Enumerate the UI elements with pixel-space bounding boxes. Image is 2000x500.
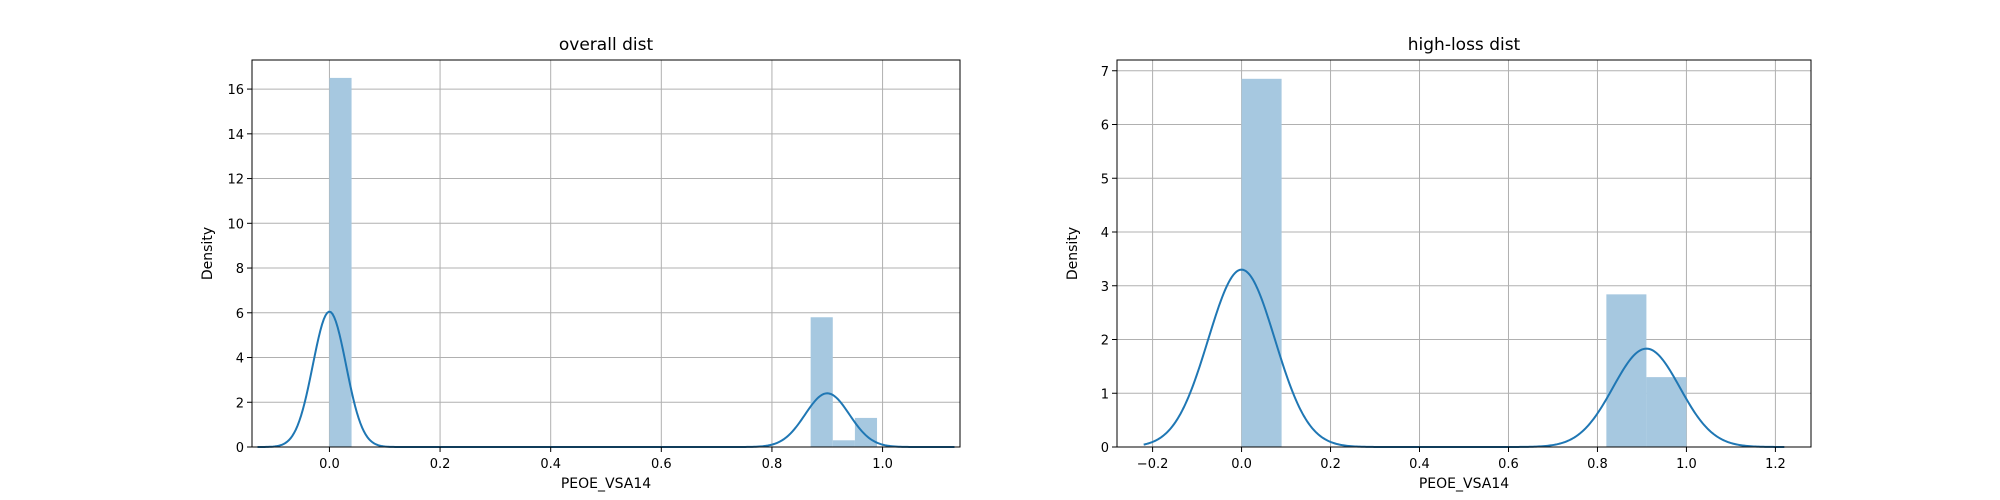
y-tick-labels: 0 1 2 3 4 5 6 7 xyxy=(1101,65,1109,456)
kde-curve xyxy=(1143,268,1785,448)
y-tick-label: 5 xyxy=(1101,172,1109,187)
x-tick-labels: −0.2 0.0 0.2 0.4 0.6 0.8 1.0 1.2 xyxy=(1137,457,1786,472)
grid-lines xyxy=(1117,60,1811,448)
x-tick-label: 0.6 xyxy=(1498,457,1519,472)
y-tick-label: 4 xyxy=(1101,226,1109,241)
histogram-bars xyxy=(1241,78,1687,447)
y-tick-label: 10 xyxy=(227,217,244,232)
y-tick-label: 16 xyxy=(227,83,244,98)
x-tick-label: 1.0 xyxy=(872,457,893,472)
kde-curve xyxy=(257,310,955,448)
y-tick-label: 6 xyxy=(236,307,244,322)
x-tick-label: 0.4 xyxy=(540,457,561,472)
kde-curve-layer xyxy=(257,310,955,448)
x-tick-label: 0.0 xyxy=(1231,457,1252,472)
histogram-bar xyxy=(810,317,833,447)
y-tick-label: 3 xyxy=(1101,280,1109,295)
x-axis-label: PEOE_VSA14 xyxy=(561,476,651,492)
y-axis-label: Density xyxy=(200,227,216,280)
x-axis-label: PEOE_VSA14 xyxy=(1419,476,1509,492)
chart-overall-dist: 0.0 0.2 0.4 0.6 0.8 1.0 0 2 4 6 8 10 12 14 16 overall… xyxy=(200,35,961,492)
y-tick-label: 1 xyxy=(1101,387,1109,402)
plot-frame xyxy=(1116,59,1812,448)
tick-marks xyxy=(1112,70,1776,452)
histogram-bars xyxy=(329,77,878,448)
grid-lines xyxy=(252,60,960,448)
x-tick-label: 0.8 xyxy=(762,457,783,472)
x-tick-label: 0.2 xyxy=(430,457,451,472)
histogram-bar xyxy=(854,417,878,447)
x-tick-label: 0.0 xyxy=(319,457,340,472)
kde-curve-layer xyxy=(1143,268,1785,448)
y-axis-label: Density xyxy=(1065,227,1081,280)
histogram-bar xyxy=(832,440,855,447)
x-tick-labels: 0.0 0.2 0.4 0.6 0.8 1.0 xyxy=(319,457,893,472)
y-tick-label: 0 xyxy=(1101,441,1109,456)
histogram-bar xyxy=(1241,78,1282,447)
x-tick-label: −0.2 xyxy=(1137,457,1169,472)
y-tick-label: 8 xyxy=(236,262,244,277)
y-tick-label: 12 xyxy=(227,173,244,188)
y-tick-label: 6 xyxy=(1101,119,1109,134)
y-tick-label: 2 xyxy=(1101,334,1109,349)
y-tick-label: 4 xyxy=(236,352,244,367)
y-tick-label: 14 xyxy=(227,128,244,143)
histogram-bar xyxy=(1606,294,1647,447)
y-tick-label: 2 xyxy=(236,396,244,411)
x-tick-label: 0.6 xyxy=(651,457,672,472)
tick-marks xyxy=(247,88,884,452)
x-tick-label: 1.2 xyxy=(1765,457,1786,472)
x-tick-label: 0.8 xyxy=(1587,457,1608,472)
x-tick-label: 0.2 xyxy=(1320,457,1341,472)
chart-high-loss-dist: −0.2 0.0 0.2 0.4 0.6 0.8 1.0 1.2 0 1 2 3 4 5 6 7 high-… xyxy=(1065,35,1812,492)
chart-title: overall dist xyxy=(559,35,654,55)
x-tick-label: 1.0 xyxy=(1676,457,1697,472)
histogram-bar xyxy=(329,77,352,448)
plot-frame xyxy=(251,59,961,448)
y-tick-labels: 0 2 4 6 8 10 12 14 16 xyxy=(227,83,244,456)
y-tick-label: 7 xyxy=(1101,65,1109,80)
x-tick-label: 0.4 xyxy=(1409,457,1430,472)
y-tick-label: 0 xyxy=(236,441,244,456)
chart-title: high-loss dist xyxy=(1408,35,1521,55)
